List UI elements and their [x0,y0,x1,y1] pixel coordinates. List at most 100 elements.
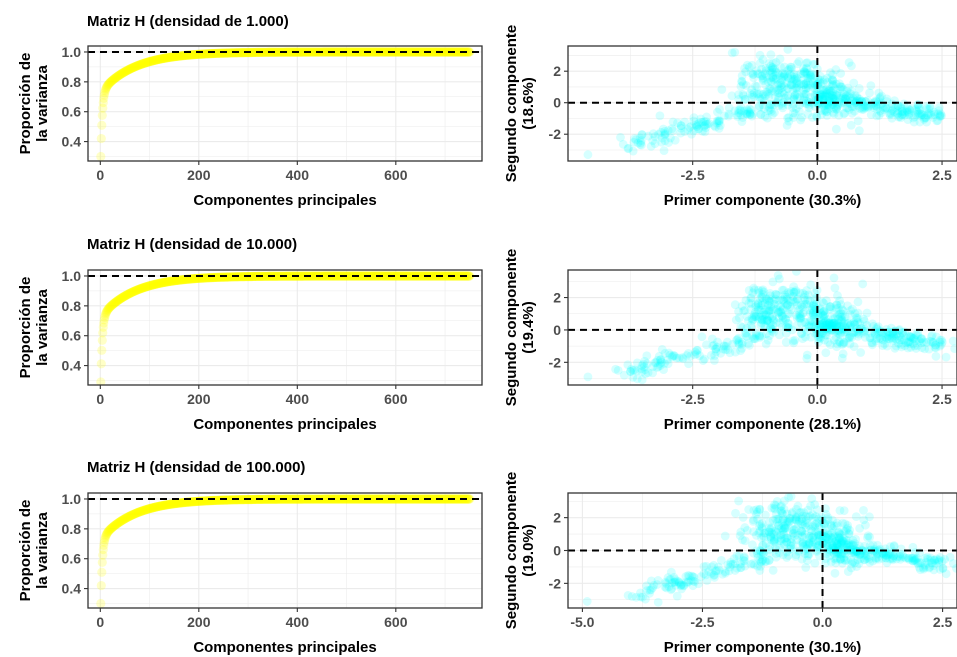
data-point [828,76,838,86]
data-point [785,80,795,90]
data-point [441,494,451,504]
data-point [769,299,779,309]
data-point [860,332,870,342]
data-point [871,554,881,564]
data-point [236,495,246,505]
data-point [307,47,318,57]
data-point [355,47,365,57]
data-point [719,341,729,351]
data-point [158,500,168,511]
data-point [260,271,270,281]
data-point [845,309,855,319]
data-point [273,47,283,57]
data-point [754,69,764,79]
data-point [734,307,743,316]
data-point [747,111,757,121]
data-point [310,494,320,504]
panel-border [87,45,483,162]
data-point [771,289,781,299]
data-point [872,334,882,343]
data-point [832,342,842,352]
data-point [143,57,153,67]
data-point [319,494,329,504]
data-point [904,110,914,120]
data-point [648,368,658,378]
data-point [902,103,912,112]
data-point [296,494,306,504]
data-point [845,331,855,341]
data-point [681,577,691,587]
data-point [782,553,792,562]
data-point [637,130,647,139]
data-point [394,47,404,57]
data-point [699,562,709,571]
data-point [753,298,763,308]
data-point [938,564,948,573]
data-point [133,285,143,295]
data-point [354,271,364,281]
data-point [235,495,245,505]
data-point [130,508,140,519]
data-point [405,47,416,57]
data-point [854,329,864,339]
data-point [755,545,765,555]
data-point [841,556,850,566]
data-point [921,112,930,122]
data-point [126,510,136,521]
data-point [798,539,808,549]
data-point [692,122,702,131]
data-point [861,546,871,556]
data-point [755,526,765,536]
data-point [924,563,934,573]
data-point [861,101,871,111]
data-point [367,271,377,281]
data-point [416,47,426,57]
data-point [673,118,682,128]
data-point [154,54,164,64]
data-point [295,494,305,504]
data-point [427,47,437,57]
data-point [261,494,271,504]
data-point [368,271,378,281]
data-point [430,494,440,504]
data-point [342,271,352,281]
data-point [390,494,400,504]
data-point [380,271,391,281]
data-point [142,281,153,291]
data-point [134,60,144,70]
data-point [843,523,852,533]
data-point [782,301,792,311]
data-point [835,529,845,539]
data-point [131,508,141,518]
data-point [224,495,234,505]
data-point [783,66,793,75]
data-point [834,337,844,346]
data-point [912,553,922,563]
data-point [728,340,737,349]
data-point [931,559,940,568]
data-point [780,524,789,533]
data-point [838,93,848,103]
data-point [263,47,273,57]
data-point [801,63,811,73]
data-point [343,271,354,281]
data-point [854,83,864,93]
data-point [226,495,236,505]
data-point [827,521,836,531]
data-point [619,370,629,380]
data-point [393,494,403,504]
data-point [701,123,711,133]
data-point [803,551,813,561]
data-point [97,345,107,355]
data-point [789,282,799,292]
data-point [630,365,640,375]
data-point [799,64,808,74]
data-point [853,313,862,323]
data-point [820,106,830,116]
x-tick-label: -2.5 [681,391,705,407]
data-point [907,553,917,563]
data-point [825,95,834,105]
data-point [930,110,939,119]
